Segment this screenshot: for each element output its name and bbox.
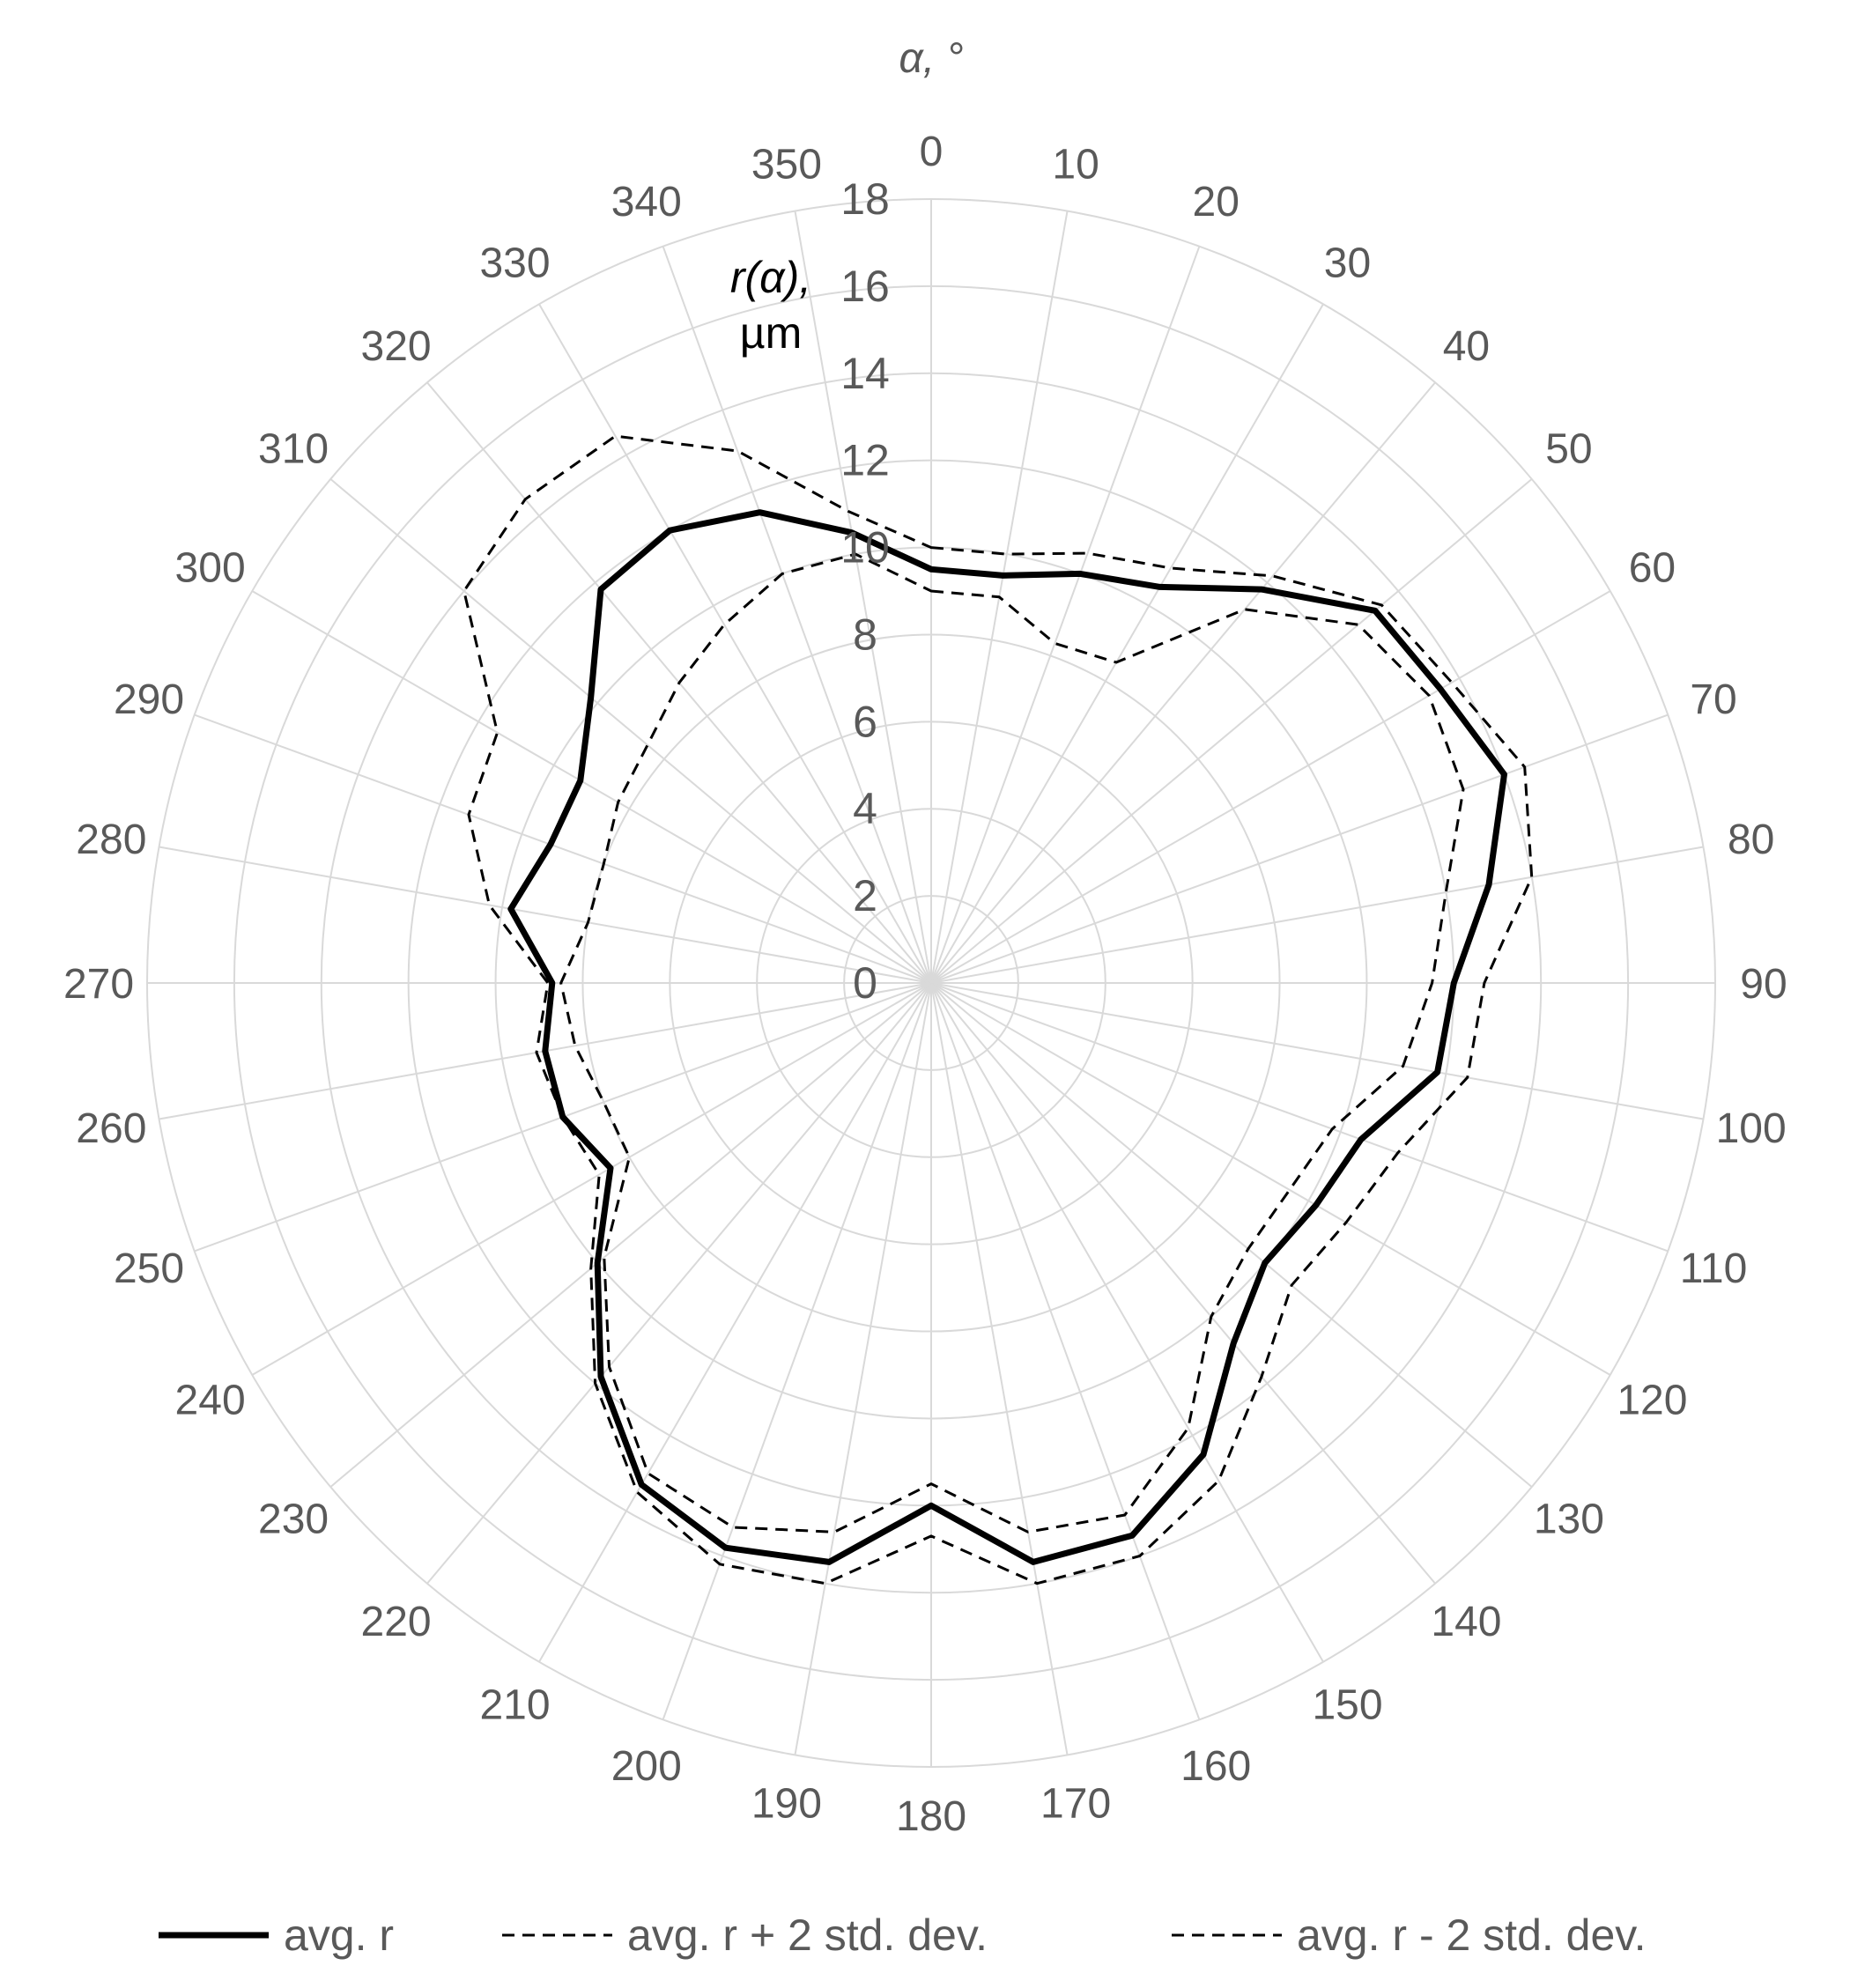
grid-spoke <box>538 982 932 1663</box>
angle-tick-label: 250 <box>114 1245 184 1292</box>
angle-tick-label: 330 <box>479 240 550 287</box>
grid-spoke <box>930 590 1611 984</box>
angle-tick-label: 40 <box>1443 323 1490 370</box>
angle-tick-label: 130 <box>1534 1496 1604 1542</box>
series-line-1 <box>507 509 1507 1565</box>
angle-axis-title: α, ° <box>899 35 963 82</box>
angle-tick-label: 220 <box>361 1599 432 1645</box>
angle-tick-label: 240 <box>175 1378 246 1424</box>
grid-spoke <box>159 846 932 984</box>
angle-tick-label: 100 <box>1716 1105 1787 1152</box>
angle-tick-labels: 0 102030405060708090100110120130140150160… <box>63 129 1787 1840</box>
angle-tick-label: 140 <box>1431 1599 1501 1645</box>
radial-tick-label: 0 <box>853 958 877 1008</box>
grid-spoke <box>930 982 1069 1755</box>
radial-tick-label: 4 <box>853 784 877 833</box>
grid-spoke <box>930 846 1704 984</box>
angle-tick-label: 180 <box>896 1793 966 1840</box>
angle-tick-label: 70 <box>1690 676 1736 723</box>
legend-label: avg. r + 2 std. dev. <box>627 1910 988 1960</box>
angle-tick-label: 190 <box>751 1781 822 1828</box>
grid-spoke <box>251 982 932 1376</box>
grid-spoke <box>930 303 1324 984</box>
angle-tick-label: 320 <box>361 323 432 370</box>
angle-tick-label: 340 <box>611 179 682 225</box>
angle-tick-label: 0 <box>920 129 944 175</box>
grid-spoke <box>930 381 1436 984</box>
angle-tick-label: 280 <box>76 817 146 863</box>
angle-tick-label: 260 <box>76 1105 146 1152</box>
legend-label: avg. r <box>284 1910 394 1960</box>
polar-grid <box>146 198 1716 1768</box>
grid-spoke <box>329 478 932 984</box>
series-line-3 <box>559 552 1465 1533</box>
angle-tick-label: 10 <box>1052 141 1099 188</box>
radial-tick-label: 14 <box>840 349 890 398</box>
radial-tick-label: 16 <box>840 262 890 311</box>
grid-spoke <box>930 982 1201 1720</box>
series-line-2 <box>463 434 1534 1585</box>
radial-tick-label: 2 <box>853 871 877 920</box>
grid-spoke <box>930 713 1669 984</box>
angle-tick-label: 110 <box>1680 1245 1748 1292</box>
grid-spoke <box>930 982 1704 1120</box>
grid-spoke <box>930 246 1201 984</box>
angle-tick-label: 150 <box>1312 1681 1382 1728</box>
radial-axis-unit: µm <box>740 308 802 358</box>
angle-tick-label: 350 <box>751 141 822 188</box>
grid-spoke <box>662 246 932 984</box>
angle-tick-label: 300 <box>175 545 246 592</box>
radial-tick-label: 10 <box>840 523 890 573</box>
radial-axis-title: r(α), <box>730 253 811 302</box>
grid-spoke <box>930 478 1533 984</box>
radial-tick-label: 8 <box>853 610 877 659</box>
grid-spoke <box>930 982 1611 1376</box>
angle-tick-label: 310 <box>258 426 329 473</box>
angle-tick-label: 270 <box>63 961 134 1008</box>
radial-tick-label: 18 <box>840 174 890 224</box>
grid-spoke <box>538 303 932 984</box>
grid-spoke <box>329 982 932 1488</box>
angle-tick-label: 160 <box>1180 1743 1251 1790</box>
angle-tick-label: 90 <box>1740 961 1787 1008</box>
angle-tick-label: 60 <box>1629 545 1676 592</box>
grid-spoke <box>194 713 932 984</box>
angle-tick-label: 80 <box>1728 817 1774 863</box>
grid-spoke <box>930 982 1436 1585</box>
grid-spoke <box>930 982 1533 1488</box>
angle-tick-label: 30 <box>1324 240 1371 287</box>
grid-spoke <box>930 982 1324 1663</box>
legend: avg. r avg. r + 2 std. dev. avg. r - 2 std… <box>159 1910 1646 1960</box>
grid-spoke <box>251 590 932 984</box>
legend-label: avg. r - 2 std. dev. <box>1297 1910 1646 1960</box>
angle-tick-label: 200 <box>611 1743 682 1790</box>
angle-tick-label: 50 <box>1545 426 1592 473</box>
angle-tick-label: 290 <box>114 676 184 723</box>
angle-tick-label: 210 <box>479 1681 550 1728</box>
radial-tick-label: 6 <box>853 697 877 746</box>
grid-spoke <box>930 982 1669 1253</box>
radial-tick-label: 12 <box>840 436 890 485</box>
grid-spoke <box>794 211 932 984</box>
angle-tick-label: 120 <box>1617 1378 1687 1424</box>
grid-spoke <box>794 982 932 1755</box>
angle-tick-label: 20 <box>1193 179 1240 225</box>
series-layer <box>463 434 1534 1585</box>
radial-tick-labels: 0 2 4 6 8 10 12 14 16 18 <box>840 174 890 1008</box>
angle-tick-label: 230 <box>258 1496 329 1542</box>
angle-tick-label: 170 <box>1040 1781 1111 1828</box>
grid-spoke <box>662 982 932 1720</box>
grid-spoke <box>426 982 932 1585</box>
